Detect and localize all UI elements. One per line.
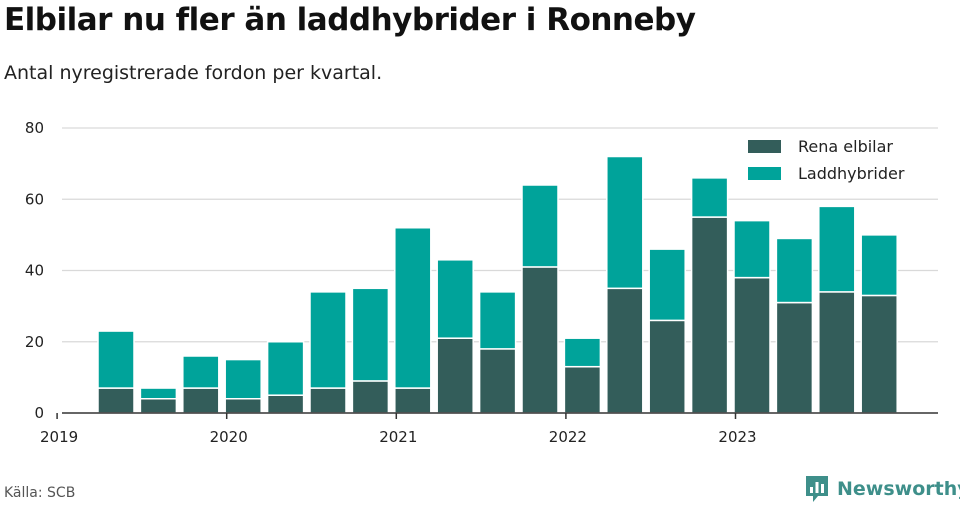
bar-rena-elbilar: [860, 294, 898, 414]
bar-laddhybrider: [139, 387, 178, 400]
bar-laddhybrider: [351, 287, 390, 382]
bar-rena-elbilar: [818, 291, 856, 414]
bar-laddhybrider: [648, 248, 686, 322]
chart-subtitle: Antal nyregistrerade fordon per kvartal.: [4, 62, 383, 84]
x-tick-label: 2020: [210, 428, 248, 446]
bar-rena-elbilar: [521, 266, 559, 414]
bar-laddhybrider: [563, 337, 602, 368]
bar-rena-elbilar: [648, 319, 686, 414]
bar-laddhybrider: [733, 219, 771, 279]
bars: [97, 155, 898, 414]
bar-laddhybrider: [309, 291, 347, 389]
brand-name: Newsworthy: [837, 478, 960, 500]
bar-rena-elbilar: [563, 365, 602, 414]
bar-laddhybrider: [182, 355, 220, 389]
chart-title: Elbilar nu fler än laddhybrider i Ronneb…: [4, 2, 696, 38]
bar-rena-elbilar: [182, 387, 220, 414]
bar-rena-elbilar: [139, 398, 178, 414]
legend-label: Laddhybrider: [798, 164, 905, 183]
bar-laddhybrider: [394, 227, 432, 389]
bar-laddhybrider: [775, 237, 814, 304]
legend: Rena elbilar Laddhybrider: [748, 137, 905, 183]
bar-laddhybrider: [521, 184, 559, 268]
bar-laddhybrider: [690, 177, 729, 218]
axes: 0 20 40 60 80 2019 2020 2021 2022 2023: [25, 119, 938, 446]
bar-rena-elbilar: [266, 394, 305, 414]
bar-laddhybrider: [436, 259, 474, 339]
bar-rena-elbilar: [478, 348, 517, 414]
bar-laddhybrider: [606, 155, 644, 290]
legend-swatch: [748, 167, 781, 180]
x-tick-label: 2019: [40, 428, 78, 446]
x-tick-label: 2023: [718, 428, 756, 446]
bar-laddhybrider: [266, 341, 305, 396]
bar-laddhybrider: [97, 330, 135, 389]
source-note: Källa: SCB: [4, 485, 76, 501]
newsworthy-logo: Newsworthy: [804, 474, 960, 504]
legend-swatch: [748, 140, 781, 153]
x-tick-label: 2021: [379, 428, 417, 446]
y-tick-label: 20: [25, 333, 44, 351]
bar-rena-elbilar: [606, 287, 644, 414]
bar-rena-elbilar: [351, 380, 390, 414]
bar-laddhybrider: [860, 234, 898, 297]
y-tick-label: 80: [25, 119, 44, 137]
y-tick-label: 40: [25, 262, 44, 280]
bar-rena-elbilar: [394, 387, 432, 414]
bar-rena-elbilar: [309, 387, 347, 414]
bar-laddhybrider: [818, 205, 856, 293]
bar-rena-elbilar: [97, 387, 135, 414]
bar-rena-elbilar: [436, 337, 474, 414]
bar-rena-elbilar: [733, 276, 771, 414]
bar-rena-elbilar: [775, 301, 814, 414]
stacked-bar-chart: 0 20 40 60 80 2019 2020 2021 2022 2023 Rena elbil…: [25, 119, 938, 446]
bar-laddhybrider: [478, 291, 517, 350]
x-tick-label: 2022: [549, 428, 587, 446]
y-tick-label: 60: [25, 190, 44, 208]
y-tick-label: 0: [34, 404, 44, 422]
legend-label: Rena elbilar: [798, 137, 893, 156]
newsworthy-bar-chart-icon: [806, 476, 828, 502]
bar-rena-elbilar: [224, 398, 262, 414]
bar-rena-elbilar: [690, 216, 729, 414]
bar-laddhybrider: [224, 358, 262, 400]
